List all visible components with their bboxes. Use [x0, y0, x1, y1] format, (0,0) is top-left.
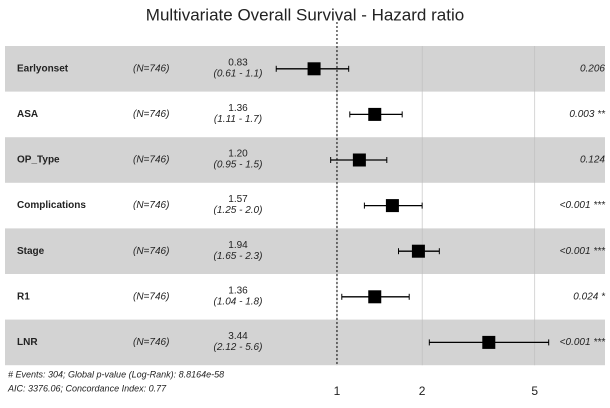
- row-band: [5, 137, 605, 183]
- variable-label: Complications: [17, 200, 86, 211]
- variable-label: LNR: [17, 337, 38, 348]
- n-label: (N=746): [133, 337, 169, 348]
- p-value-label: 0.124: [580, 155, 605, 166]
- row-band: [5, 228, 605, 274]
- variable-label: ASA: [17, 109, 38, 120]
- estimate-point: [482, 335, 496, 349]
- estimate-label: 1.36: [228, 285, 248, 296]
- estimate-label: 1.94: [228, 240, 248, 251]
- x-tick-label: 5: [531, 384, 538, 398]
- ci-label: (1.25 - 2.0): [214, 205, 263, 216]
- p-value-label: 0.206: [580, 63, 605, 74]
- variable-label: Earlyonset: [17, 63, 69, 74]
- footnote: AIC: 3376.06; Concordance Index: 0.77: [7, 383, 167, 393]
- estimate-label: 1.57: [228, 194, 248, 205]
- estimate-label: 3.44: [228, 331, 248, 342]
- estimate-label: 0.83: [228, 57, 248, 68]
- estimate-point: [368, 107, 382, 121]
- n-label: (N=746): [133, 63, 169, 74]
- ci-label: (1.65 - 2.3): [214, 251, 263, 262]
- chart-title: Multivariate Overall Survival - Hazard r…: [146, 5, 464, 24]
- variable-label: R1: [17, 291, 30, 302]
- ci-label: (1.11 - 1.7): [214, 114, 262, 125]
- n-label: (N=746): [133, 155, 169, 166]
- estimate-point: [385, 199, 399, 213]
- ci-label: (0.95 - 1.5): [214, 160, 263, 171]
- p-value-label: <0.001 ***: [560, 337, 606, 348]
- p-value-label: 0.024 *: [573, 291, 606, 302]
- n-label: (N=746): [133, 200, 169, 211]
- variable-label: Stage: [17, 246, 45, 257]
- p-value-label: <0.001 ***: [560, 200, 606, 211]
- x-tick-label: 1: [334, 384, 341, 398]
- estimate-point: [368, 290, 382, 304]
- estimate-point: [352, 153, 366, 167]
- variable-label: OP_Type: [17, 155, 60, 166]
- p-value-label: <0.001 ***: [560, 246, 606, 257]
- n-label: (N=746): [133, 109, 169, 120]
- n-label: (N=746): [133, 291, 169, 302]
- ci-label: (0.61 - 1.1): [214, 68, 263, 79]
- estimate-point: [411, 244, 425, 258]
- ci-label: (2.12 - 5.6): [214, 342, 263, 353]
- ci-label: (1.04 - 1.8): [214, 296, 263, 307]
- x-tick-label: 2: [419, 384, 426, 398]
- footnote: # Events: 304; Global p-value (Log-Rank)…: [8, 369, 224, 379]
- p-value-label: 0.003 **: [569, 109, 606, 120]
- n-label: (N=746): [133, 246, 169, 257]
- estimate-label: 1.20: [228, 149, 248, 160]
- estimate-label: 1.36: [228, 103, 248, 114]
- estimate-point: [307, 62, 321, 76]
